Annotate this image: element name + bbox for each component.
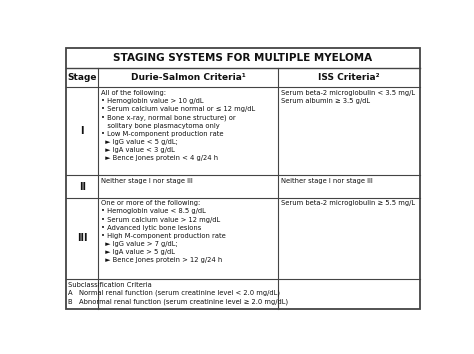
Text: I: I [81, 126, 84, 136]
Text: Stage: Stage [67, 73, 97, 82]
Text: Serum beta-2 microglobulin < 3.5 mg/L
Serum albumin ≥ 3.5 g/dL: Serum beta-2 microglobulin < 3.5 mg/L Se… [281, 90, 415, 104]
Text: II: II [79, 182, 86, 192]
Text: III: III [77, 233, 87, 243]
Text: ISS Criteria²: ISS Criteria² [319, 73, 380, 82]
Text: Durie-Salmon Criteria¹: Durie-Salmon Criteria¹ [131, 73, 246, 82]
Text: STAGING SYSTEMS FOR MULTIPLE MYELOMA: STAGING SYSTEMS FOR MULTIPLE MYELOMA [113, 53, 373, 63]
Text: Serum beta-2 microglobulin ≥ 5.5 mg/L: Serum beta-2 microglobulin ≥ 5.5 mg/L [281, 200, 415, 206]
Text: Subclassification Criteria
A   Normal renal function (serum creatinine level < 2: Subclassification Criteria A Normal rena… [68, 282, 288, 305]
Text: Neither stage I nor stage III: Neither stage I nor stage III [281, 178, 372, 184]
Text: Neither stage I nor stage III: Neither stage I nor stage III [100, 178, 192, 184]
Text: One or more of the following:
• Hemoglobin value < 8.5 g/dL
• Serum calcium valu: One or more of the following: • Hemoglob… [100, 200, 226, 263]
Text: All of the following:
• Hemoglobin value > 10 g/dL
• Serum calcium value normal : All of the following: • Hemoglobin value… [100, 90, 255, 161]
